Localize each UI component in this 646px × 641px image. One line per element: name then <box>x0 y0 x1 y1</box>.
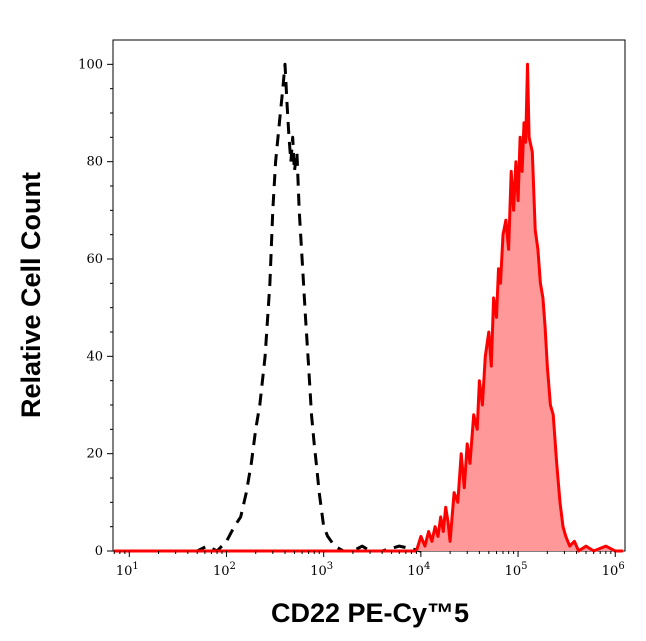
x-tick-label: 105 <box>505 561 528 579</box>
x-tick-label: 101 <box>116 561 139 579</box>
y-tick-label: 60 <box>86 252 103 267</box>
x-tick-label: 104 <box>407 561 430 579</box>
x-tick-label: 102 <box>213 561 236 579</box>
series-1-fill-area <box>114 64 623 552</box>
x-axis-label: CD22 PE-Cy™5 <box>271 598 469 628</box>
x-tick-label: 106 <box>602 561 625 579</box>
y-tick-label: 100 <box>78 57 103 72</box>
y-tick-label: 80 <box>86 155 103 170</box>
y-tick-label: 20 <box>86 447 103 462</box>
y-axis: 0 20 40 60 80 100 <box>78 57 113 559</box>
y-tick-label: 0 <box>95 544 103 559</box>
series-1-line <box>114 62 623 553</box>
x-tick-label: 103 <box>310 561 333 579</box>
series-0-line <box>114 62 422 553</box>
chart-marks <box>114 62 623 553</box>
y-tick-label: 40 <box>86 349 103 364</box>
x-axis: 101 102 103 104 105 106 <box>113 551 625 579</box>
y-axis-label: Relative Cell Count <box>16 172 46 418</box>
